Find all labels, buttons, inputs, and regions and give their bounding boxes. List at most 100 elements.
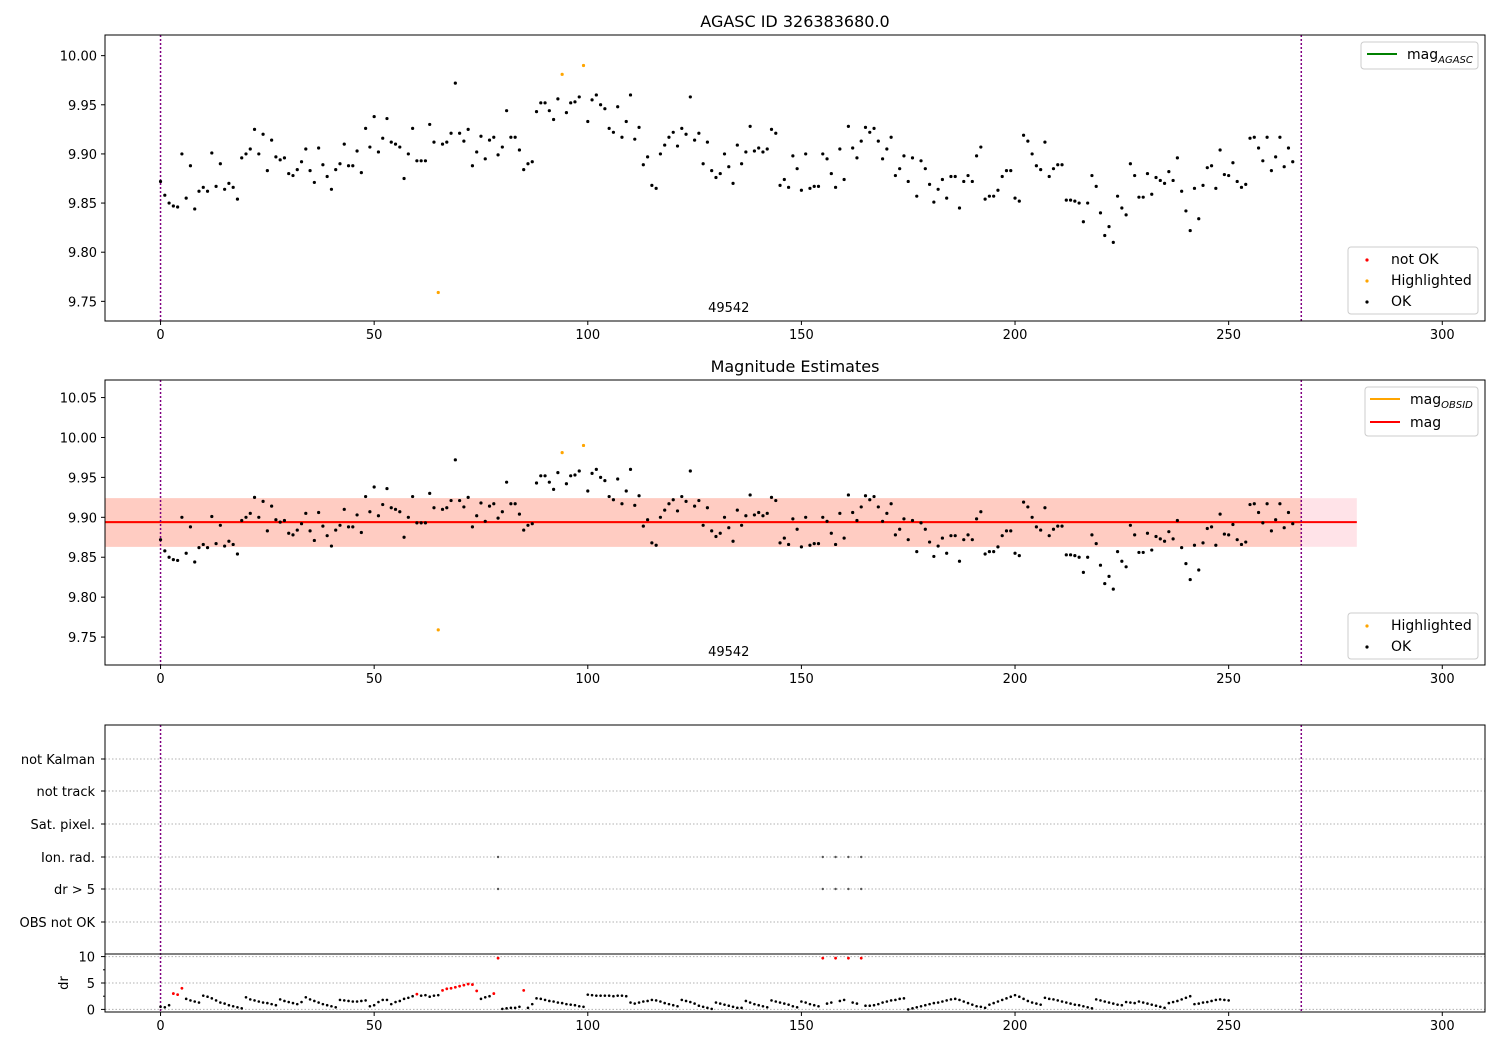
dr-ok-point — [1116, 1003, 1119, 1006]
ok-point — [282, 156, 287, 160]
ok-point — [406, 515, 410, 519]
ok-point — [171, 558, 175, 562]
dr-ok-point — [659, 1000, 662, 1003]
ok-point — [1145, 531, 1150, 535]
dr-ok-point — [206, 995, 209, 999]
ok-point — [419, 521, 423, 525]
ok-point — [180, 152, 184, 156]
ok-point — [547, 109, 551, 113]
ok-point — [765, 147, 769, 151]
dr-ok-point — [932, 1001, 936, 1005]
ok-point — [769, 495, 774, 499]
dr-ok-point — [573, 1003, 577, 1007]
dr-ok-point — [227, 1003, 231, 1007]
legend-box — [1347, 612, 1479, 660]
dr-ok-point — [300, 1000, 303, 1004]
ok-point — [522, 528, 526, 532]
legend-marker-ok — [1365, 300, 1369, 304]
ok-point — [915, 194, 919, 198]
ok-point — [1158, 178, 1162, 183]
dr-ok-point — [727, 1004, 731, 1008]
ok-point — [876, 139, 880, 143]
dr-ok-point — [607, 994, 611, 997]
dr-ok-point — [159, 1005, 162, 1009]
ok-point — [957, 559, 962, 563]
ok-point — [278, 520, 282, 524]
ok-point — [1103, 233, 1107, 238]
ok-point — [979, 145, 983, 149]
ok-point — [611, 498, 616, 502]
dr-ok-point — [283, 999, 286, 1003]
y-tick-label: 10.00 — [60, 50, 97, 65]
ok-point — [898, 167, 902, 171]
ok-point — [312, 538, 316, 543]
dr-ok-point — [800, 1000, 803, 1003]
ok-point — [863, 125, 868, 129]
ok-point — [594, 467, 598, 472]
ok-point — [188, 164, 193, 168]
ok-point — [1197, 568, 1201, 572]
ok-point — [299, 160, 304, 164]
dr-ok-point — [1086, 1006, 1089, 1009]
ok-point — [1086, 201, 1090, 205]
ok-point — [1115, 194, 1120, 198]
ok-point — [543, 474, 547, 478]
ok-point — [829, 171, 833, 176]
ok-point — [821, 152, 825, 156]
ok-point — [1051, 527, 1056, 531]
ok-point — [470, 525, 475, 529]
dr-ok-point — [1137, 1000, 1141, 1003]
ok-point — [308, 169, 312, 173]
ok-point — [475, 514, 479, 518]
dr-ok-point — [334, 1006, 338, 1009]
ok-point — [214, 184, 218, 188]
ok-point — [1209, 164, 1214, 168]
dr-ok-point — [526, 1006, 530, 1010]
ok-point — [184, 196, 188, 200]
ok-point — [731, 181, 735, 186]
dr-ok-point — [560, 1001, 564, 1005]
ok-point — [210, 151, 214, 155]
ok-point — [304, 147, 308, 151]
dr-ok-point — [1069, 1002, 1072, 1005]
dr-ok-point — [744, 999, 748, 1003]
ok-point — [1227, 173, 1231, 178]
ok-point — [1103, 581, 1107, 586]
ok-point — [530, 160, 534, 164]
dr-ok-point — [872, 1003, 876, 1007]
dr-ok-point — [667, 1002, 671, 1006]
dr-ok-point — [193, 1000, 197, 1003]
ok-point — [646, 155, 650, 159]
dr-ok-point — [603, 994, 607, 997]
ok-point — [1000, 534, 1004, 538]
ok-point — [1154, 175, 1158, 180]
dr-ok-point — [1227, 999, 1230, 1002]
dr-ok-point — [381, 998, 385, 1002]
ok-point — [244, 515, 248, 519]
ok-point — [364, 126, 368, 130]
ok-point — [1021, 500, 1026, 504]
ok-point — [757, 510, 761, 515]
ok-point — [1034, 164, 1038, 168]
ok-point — [517, 512, 522, 516]
dr-ok-point — [753, 1002, 756, 1006]
flag-row-label: OBS not OK — [20, 916, 96, 931]
dr-ok-point — [817, 1004, 820, 1008]
dr-ok-point — [317, 1001, 320, 1004]
dr-ok-point — [330, 1004, 333, 1008]
dr-ok-point — [1000, 998, 1004, 1002]
ok-point — [227, 181, 231, 186]
ok-point — [462, 505, 466, 509]
ok-point — [513, 135, 517, 139]
ok-point — [539, 101, 543, 105]
dr-ok-point — [757, 1003, 760, 1007]
dr-ok-point — [419, 994, 423, 997]
ok-point — [500, 145, 504, 149]
dr-ok-point — [629, 1001, 632, 1004]
dr-ok-point — [915, 1006, 919, 1009]
dr-tick-label: 10 — [78, 951, 95, 966]
y-tick-label: 9.95 — [68, 471, 97, 486]
ok-point — [1056, 163, 1060, 167]
legend-label-agasc: magAGASC — [1407, 47, 1473, 66]
ok-point — [748, 493, 752, 497]
